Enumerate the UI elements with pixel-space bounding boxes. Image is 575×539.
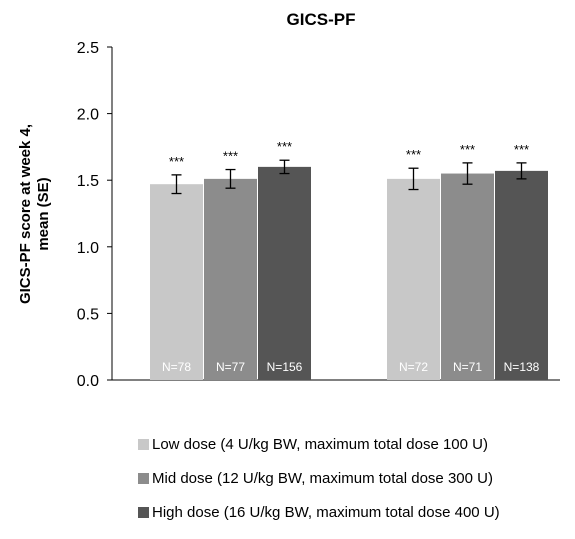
bar [495, 170, 548, 380]
y-tick-label: 0.0 [77, 373, 99, 390]
bar [258, 166, 311, 380]
bar [150, 184, 203, 380]
n-label: N=77 [216, 360, 245, 374]
y-tick-label: 2.5 [77, 40, 99, 57]
plot-area: 0.0 0.5 1.0 1.5 2.0 2.5 *** N=78 *** N=77 *** N=156… [77, 40, 560, 390]
n-label: N=71 [453, 360, 482, 374]
legend-swatch-mid [138, 473, 149, 484]
y-tick-label: 1.0 [77, 240, 99, 257]
legend-swatch-high [138, 507, 149, 518]
legend-label-mid: Mid dose (12 U/kg BW, maximum total dose… [152, 470, 493, 487]
legend: Low dose (4 U/kg BW, maximum total dose … [138, 436, 500, 538]
n-label: N=138 [504, 360, 540, 374]
n-label: N=156 [267, 360, 303, 374]
chart: GICS-PF GICS-PF score at week 4, mean (S… [17, 10, 560, 390]
significance-label: *** [514, 142, 529, 157]
y-axis-label: GICS-PF score at week 4, mean (SE) [17, 124, 52, 304]
y-tick-label: 2.0 [77, 107, 99, 124]
bar [204, 178, 257, 380]
legend-item-low: Low dose (4 U/kg BW, maximum total dose … [138, 436, 500, 453]
significance-label: *** [277, 139, 292, 154]
y-axis-label-line1: GICS-PF score at week 4, [17, 124, 34, 304]
significance-label: *** [223, 149, 238, 164]
y-axis-label-line2: mean (SE) [35, 177, 52, 250]
legend-item-high: High dose (16 U/kg BW, maximum total dos… [138, 504, 500, 521]
n-label: N=78 [162, 360, 191, 374]
legend-label-low: Low dose (4 U/kg BW, maximum total dose … [152, 436, 488, 453]
significance-label: *** [169, 154, 184, 169]
bar [387, 178, 440, 380]
legend-swatch-low [138, 439, 149, 450]
bar [441, 173, 494, 380]
legend-item-mid: Mid dose (12 U/kg BW, maximum total dose… [138, 470, 500, 487]
chart-title: GICS-PF [287, 10, 356, 29]
significance-label: *** [406, 147, 421, 162]
legend-label-high: High dose (16 U/kg BW, maximum total dos… [152, 504, 500, 521]
y-tick-label: 0.5 [77, 306, 99, 323]
y-tick-label: 1.5 [77, 173, 99, 190]
significance-label: *** [460, 142, 475, 157]
n-label: N=72 [399, 360, 428, 374]
